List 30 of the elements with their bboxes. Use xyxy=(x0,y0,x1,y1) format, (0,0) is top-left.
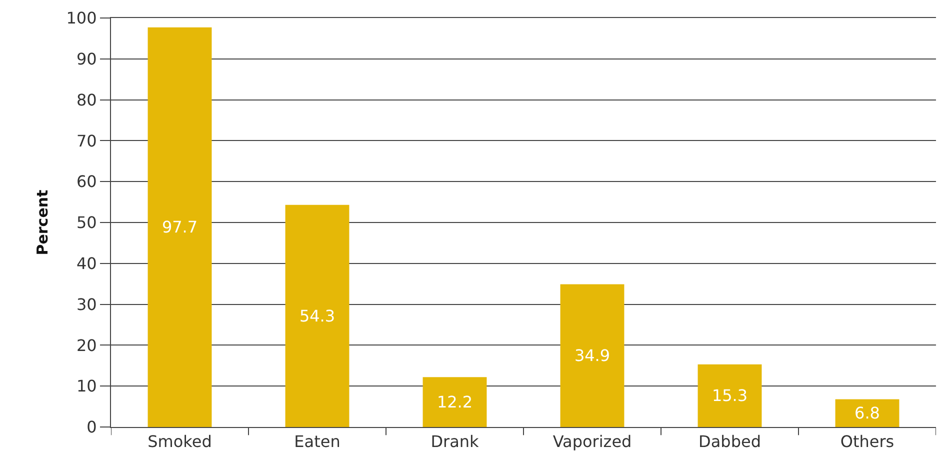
y-tick-label: 80 xyxy=(76,90,97,110)
y-tick-label: 50 xyxy=(76,213,97,232)
bar xyxy=(698,364,762,427)
x-tick-label: Others xyxy=(840,432,894,452)
bar xyxy=(835,399,900,427)
data-label: 6.8 xyxy=(854,404,880,423)
data-label: 12.2 xyxy=(436,392,473,412)
y-axis-title: Percent xyxy=(34,190,52,256)
bar xyxy=(285,204,350,427)
y-tick-label: 10 xyxy=(76,376,97,396)
data-label: 97.7 xyxy=(162,218,198,237)
y-tick-label: 70 xyxy=(76,131,97,150)
x-tick-label: Dabbed xyxy=(698,432,761,452)
y-tick-label: 0 xyxy=(86,418,97,437)
bar xyxy=(422,377,487,427)
data-label: 54.3 xyxy=(299,306,336,326)
y-tick-label: 30 xyxy=(76,294,97,314)
y-tick-label: 20 xyxy=(76,336,97,355)
x-tick-label: Smoked xyxy=(148,432,212,452)
x-tick-label: Eaten xyxy=(294,432,340,452)
bar xyxy=(148,27,212,427)
y-tick-label: 40 xyxy=(76,254,97,273)
data-label: 15.3 xyxy=(712,386,748,406)
x-tick-label: Drank xyxy=(430,432,480,452)
y-tick-label: 90 xyxy=(76,50,97,68)
data-label: 34.9 xyxy=(574,346,610,366)
y-tick-label: 60 xyxy=(76,172,97,192)
bar xyxy=(560,284,624,427)
x-tick-label: Vaporized xyxy=(552,432,632,452)
y-tick-label: 100 xyxy=(66,8,97,28)
